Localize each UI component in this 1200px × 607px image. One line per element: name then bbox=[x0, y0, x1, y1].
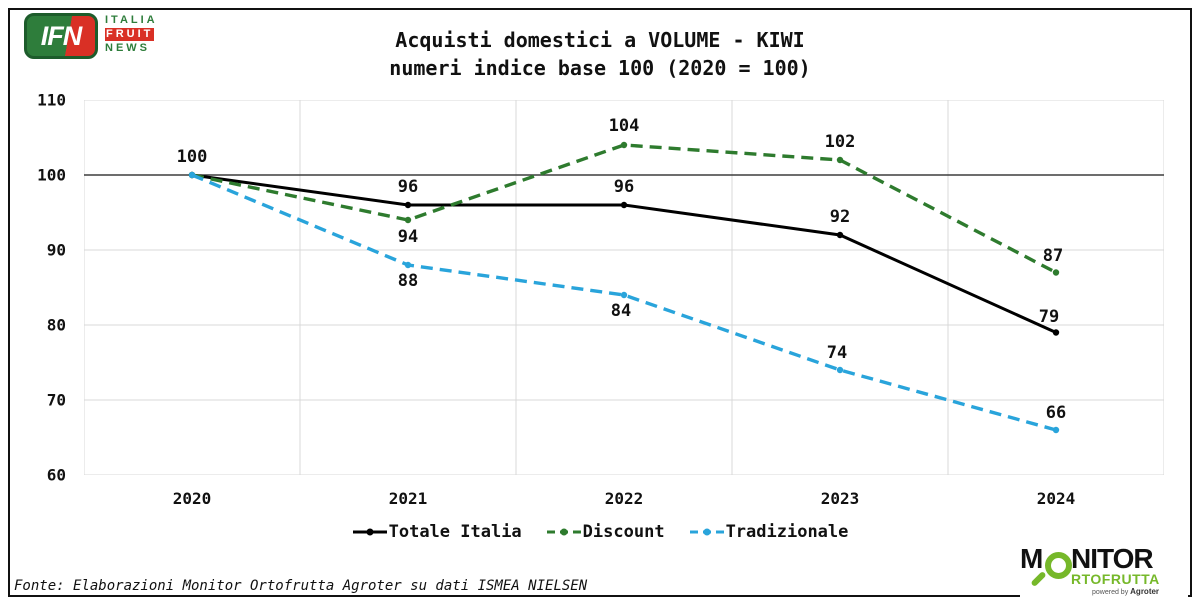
data-label-totale-italia-2022: 96 bbox=[613, 177, 635, 197]
data-point-discount-2024 bbox=[1052, 269, 1060, 276]
legend-item-tradizionale: Tradizionale bbox=[689, 522, 849, 542]
data-point-discount-2023 bbox=[836, 156, 844, 164]
data-label-totale-italia-2020: 100 bbox=[176, 147, 208, 167]
legend: Totale Italia Discount Tradizionale bbox=[0, 522, 1200, 542]
y-tick-90: 90 bbox=[46, 240, 66, 260]
data-point-discount-2021 bbox=[404, 216, 412, 224]
chart-title: Acquisti domestici a VOLUME - KIWI numer… bbox=[0, 26, 1200, 82]
ifn-logo: IFN ITALIA FRUIT NEWS bbox=[24, 13, 158, 59]
chart-title-line2: numeri indice base 100 (2020 = 100) bbox=[389, 56, 811, 80]
monitor-m: M bbox=[1020, 543, 1043, 574]
source-note: Fonte: Elaborazioni Monitor Ortofrutta A… bbox=[14, 578, 588, 594]
outer-frame bbox=[8, 8, 1192, 597]
x-tick-2021: 2021 bbox=[388, 489, 428, 508]
series-line-tradizionale bbox=[191, 173, 1057, 432]
monitor-nitor: NITOR bbox=[1071, 543, 1154, 574]
powered-by-text: powered by bbox=[1092, 589, 1129, 596]
legend-item-totale-italia: Totale Italia bbox=[352, 522, 522, 542]
data-point-totale-italia-2021 bbox=[404, 201, 412, 209]
data-label-totale-italia-2021: 96 bbox=[397, 177, 419, 197]
data-point-tradizionale-2023 bbox=[836, 366, 844, 374]
ifn-badge: IFN bbox=[24, 13, 98, 59]
data-label-discount-2022: 104 bbox=[608, 116, 640, 136]
legend-item-discount: Discount bbox=[546, 522, 665, 542]
legend-label: Discount bbox=[582, 522, 665, 542]
data-label-tradizionale-2021: 88 bbox=[397, 271, 419, 291]
data-point-tradizionale-2021 bbox=[404, 261, 412, 269]
agroter-text: Agroter bbox=[1130, 587, 1160, 596]
ifn-word-fruit: FRUIT bbox=[105, 28, 155, 41]
data-label-tradizionale-2022: 84 bbox=[610, 301, 632, 321]
data-label-tradizionale-2024: 66 bbox=[1045, 403, 1067, 423]
ifn-acronym: IFN bbox=[40, 20, 82, 51]
plot-area: 100 96 96 92 79 94 104 102 87 88 84 74 66 bbox=[84, 100, 1164, 475]
y-tick-80: 80 bbox=[46, 315, 66, 335]
y-tick-110: 110 bbox=[37, 90, 66, 110]
series-line-discount bbox=[191, 143, 1057, 275]
legend-marker-icon bbox=[546, 528, 581, 536]
x-tick-2024: 2024 bbox=[1036, 489, 1076, 508]
data-point-totale-italia-2023 bbox=[836, 231, 844, 239]
y-tick-60: 60 bbox=[46, 465, 66, 485]
magnifier-icon bbox=[1045, 552, 1072, 579]
x-tick-2023: 2023 bbox=[820, 489, 860, 508]
data-point-tradizionale-2024 bbox=[1052, 426, 1060, 434]
data-label-discount-2021: 94 bbox=[397, 227, 419, 247]
data-point-tradizionale-2022 bbox=[620, 291, 628, 299]
monitor-powered-by: powered by Agroter bbox=[1092, 587, 1159, 596]
ifn-wordmark: ITALIA FRUIT NEWS bbox=[105, 13, 158, 55]
data-label-totale-italia-2023: 92 bbox=[829, 207, 851, 227]
ifn-word-italia: ITALIA bbox=[105, 14, 158, 26]
legend-marker-icon bbox=[352, 528, 387, 536]
line-chart bbox=[84, 100, 1164, 475]
x-tick-2020: 2020 bbox=[172, 489, 212, 508]
data-point-totale-italia-2024 bbox=[1052, 329, 1060, 336]
x-axis: 2020 2021 2022 2023 2024 bbox=[84, 489, 1164, 511]
data-point-totale-italia-2022 bbox=[620, 201, 628, 209]
data-label-tradizionale-2023: 74 bbox=[826, 343, 848, 363]
legend-label: Tradizionale bbox=[725, 522, 849, 542]
legend-marker-icon bbox=[689, 528, 724, 536]
data-point-tradizionale-2020 bbox=[188, 171, 196, 179]
monitor-ortofrutta: RTOFRUTTA bbox=[1071, 571, 1160, 587]
y-tick-70: 70 bbox=[46, 390, 66, 410]
x-tick-2022: 2022 bbox=[604, 489, 644, 508]
data-label-discount-2024: 87 bbox=[1042, 245, 1064, 266]
data-point-discount-2022 bbox=[620, 141, 628, 149]
monitor-ortofrutta-logo: M NITOR RTOFRUTTA powered by Agroter bbox=[1020, 545, 1188, 601]
ifn-word-news: NEWS bbox=[105, 42, 150, 54]
data-label-discount-2023: 102 bbox=[824, 132, 856, 152]
legend-label: Totale Italia bbox=[388, 522, 522, 542]
chart-title-line1: Acquisti domestici a VOLUME - KIWI bbox=[395, 28, 805, 52]
y-axis: 60 70 80 90 100 110 bbox=[0, 91, 74, 485]
data-label-totale-italia-2024: 79 bbox=[1038, 306, 1060, 327]
y-tick-100: 100 bbox=[37, 165, 66, 185]
